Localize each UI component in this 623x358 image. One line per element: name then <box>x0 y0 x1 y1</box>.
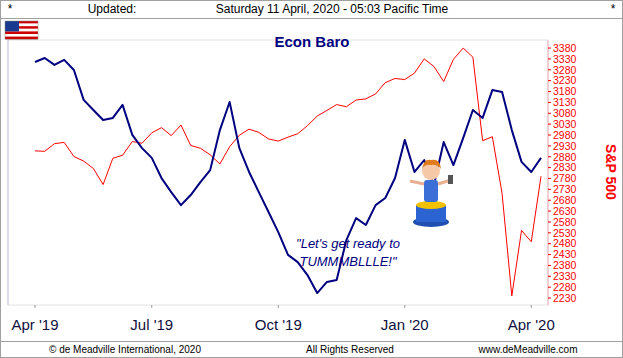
footer-website: www.deMeadville.com <box>478 344 578 355</box>
chart-root: * Updated: Saturday 11 April, 2020 - 05:03… <box>0 0 623 358</box>
y2-tick-label: 2330 <box>553 270 577 282</box>
y2-tick <box>548 135 551 136</box>
flag-canton <box>5 21 19 31</box>
y2-tick-label: 2780 <box>553 172 577 184</box>
figure-body <box>424 180 438 202</box>
y2-tick <box>548 211 551 212</box>
y2-tick <box>548 58 551 59</box>
y2-tick <box>548 156 551 157</box>
x-tick <box>531 305 532 308</box>
x-tick-label: Oct '19 <box>255 316 302 333</box>
outer-border <box>1 1 623 358</box>
y2-tick <box>548 232 551 233</box>
y2-tick <box>548 91 551 92</box>
y2-tick-label: 3330 <box>553 53 577 65</box>
y2-tick-label: 2580 <box>553 216 577 228</box>
y2-tick-label: 3180 <box>553 85 577 97</box>
y2-tick <box>548 243 551 244</box>
background <box>0 0 623 358</box>
y2-tick-label: 2530 <box>553 227 577 239</box>
y2-tick <box>548 254 551 255</box>
flag-stripe <box>5 34 38 37</box>
footer-rights: All Rights Reserved <box>306 344 394 355</box>
y2-tick <box>548 287 551 288</box>
x-tick-label: Apr '19 <box>11 316 58 333</box>
header-mark: * <box>611 2 616 16</box>
footer-rule <box>0 341 623 342</box>
y2-tick <box>548 189 551 190</box>
y2-tick-label: 3080 <box>553 107 577 119</box>
x-tick <box>278 305 279 308</box>
y2-tick-label: 2430 <box>553 248 577 260</box>
cartoon-announcer <box>410 160 453 227</box>
header-updated: Updated: <box>88 2 137 16</box>
y2-tick <box>548 145 551 146</box>
y2-tick <box>548 102 551 103</box>
x-tick-label: Apr '20 <box>508 316 555 333</box>
y2-tick-label: 2930 <box>553 140 577 152</box>
y2-tick-label: 2680 <box>553 194 577 206</box>
y2-tick-label: 3130 <box>553 96 577 108</box>
header-rule <box>0 18 623 19</box>
x-tick <box>151 305 152 308</box>
microphone <box>448 175 453 184</box>
y2-tick-label: 2480 <box>553 237 577 249</box>
plot-frame <box>8 40 548 305</box>
y2-tick-label: 2730 <box>553 183 577 195</box>
y-axis-line <box>8 40 9 305</box>
y2-tick <box>548 113 551 114</box>
y2-axis-label: S&P 500 <box>603 144 619 200</box>
header-timestamp: Saturday 11 April, 2020 - 05:03 Pacific … <box>216 2 449 16</box>
x-tick-label: Jul '19 <box>130 316 173 333</box>
y2-tick <box>548 276 551 277</box>
y2-tick-label: 2230 <box>553 292 577 304</box>
y2-tick <box>548 80 551 81</box>
y2-tick <box>548 298 551 299</box>
y2-tick-label: 2280 <box>553 281 577 293</box>
footer-copyright: © de Meadville International, 2020 <box>49 344 201 355</box>
y2-tick <box>548 167 551 168</box>
y2-tick-label: 3230 <box>553 74 577 86</box>
x-tick <box>404 305 405 308</box>
us-flag <box>5 21 38 39</box>
y2-tick-label: 2630 <box>553 205 577 217</box>
y2-tick-label: 3380 <box>553 42 577 54</box>
y2-tick <box>548 178 551 179</box>
y2-tick <box>548 221 551 222</box>
figure-arm <box>410 181 424 184</box>
y2-tick <box>548 124 551 125</box>
x-tick <box>35 305 36 308</box>
y2-tick-label: 2880 <box>553 151 577 163</box>
y2-tick-label: 3280 <box>553 64 577 76</box>
annotation: "Let's get ready to <box>296 236 400 251</box>
y2-tick-label: 2980 <box>553 129 577 141</box>
y2-tick-label: 2830 <box>553 161 577 173</box>
flag-stripe <box>5 31 38 34</box>
sp500-line <box>35 48 541 296</box>
y2-tick-label: 3030 <box>553 118 577 130</box>
pedestal-top <box>416 201 446 209</box>
chart-title: Econ Baro <box>274 33 349 50</box>
y2-tick <box>548 200 551 201</box>
y2-tick <box>548 69 551 70</box>
flag-border <box>5 21 38 39</box>
y2-tick-label: 2380 <box>553 259 577 271</box>
x-tick-label: Jan '20 <box>381 316 429 333</box>
annotation: TUMMMBLLLE!" <box>299 254 397 269</box>
y2-tick <box>548 265 551 266</box>
flag-stripe <box>5 37 38 40</box>
header-mark: * <box>8 2 13 16</box>
econ-baro-line <box>35 58 541 293</box>
series-group <box>35 48 541 296</box>
y2-tick <box>548 48 551 49</box>
figure-hair <box>422 160 441 169</box>
